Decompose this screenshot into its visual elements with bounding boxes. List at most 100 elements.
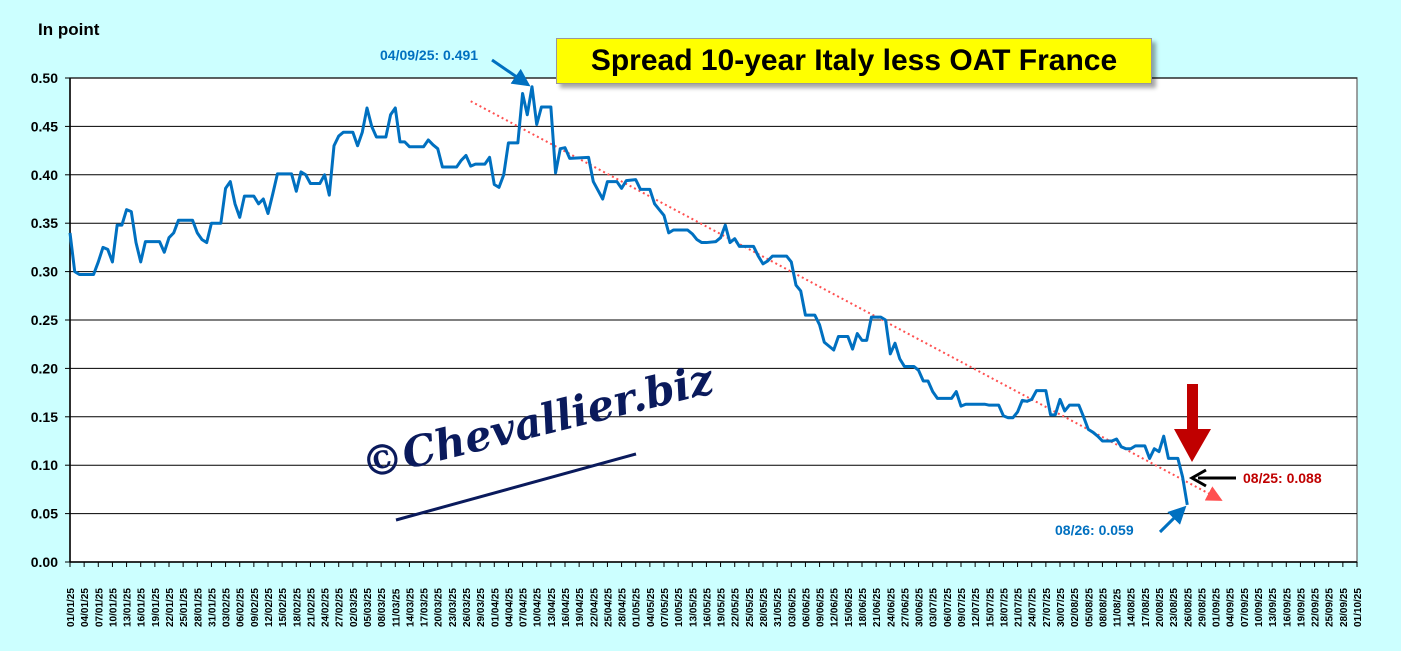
y-tick-label: 0.10 — [31, 457, 58, 473]
x-tick-label: 25/09/25 — [1325, 588, 1336, 627]
x-tick-label: 07/04/25 — [519, 588, 530, 627]
x-tick-label: 13/04/25 — [547, 588, 558, 627]
x-tick-label: 03/02/25 — [222, 588, 233, 627]
x-tick-label: 21/07/25 — [1014, 588, 1025, 627]
x-tick-label: 23/08/25 — [1169, 588, 1180, 627]
x-tick-label: 07/05/25 — [660, 588, 671, 627]
down-arrow-icon — [1174, 384, 1211, 462]
x-tick-label: 10/09/25 — [1254, 588, 1265, 627]
x-tick-label: 10/05/25 — [674, 588, 685, 627]
y-tick-label: 0.35 — [31, 215, 58, 231]
x-tick-label: 28/01/25 — [193, 588, 204, 627]
x-tick-label: 14/03/25 — [405, 588, 416, 627]
x-tick-label: 05/08/25 — [1084, 588, 1095, 627]
x-tick-label: 19/09/25 — [1296, 588, 1307, 627]
x-tick-label: 28/09/25 — [1339, 588, 1350, 627]
x-tick-label: 28/04/25 — [618, 588, 629, 627]
chart-title: Spread 10-year Italy less OAT France — [556, 38, 1152, 84]
x-tick-label: 04/05/25 — [646, 588, 657, 627]
x-tick-label: 18/07/25 — [999, 588, 1010, 627]
x-tick-label: 10/01/25 — [108, 588, 119, 627]
x-tick-label: 13/01/25 — [123, 588, 134, 627]
x-tick-label: 12/07/25 — [971, 588, 982, 627]
x-tick-label: 24/06/25 — [886, 588, 897, 627]
x-tick-label: 12/02/25 — [264, 588, 275, 627]
x-tick-label: 12/06/25 — [830, 588, 841, 627]
x-tick-label: 17/03/25 — [420, 588, 431, 627]
x-tick-label: 11/08/25 — [1113, 588, 1124, 627]
x-tick-label: 09/06/25 — [816, 588, 827, 627]
x-tick-label: 13/05/25 — [688, 588, 699, 627]
x-tick-label: 21/06/25 — [872, 588, 883, 627]
y-axis-label: In point — [38, 20, 100, 39]
x-tick-label: 06/06/25 — [801, 588, 812, 627]
x-tick-label: 25/01/25 — [179, 588, 190, 627]
x-tick-label: 30/07/25 — [1056, 588, 1067, 627]
x-tick-label: 18/02/25 — [292, 588, 303, 627]
y-tick-label: 0.00 — [31, 554, 58, 570]
x-tick-label: 16/01/25 — [137, 588, 148, 627]
x-tick-label: 29/08/25 — [1197, 588, 1208, 627]
y-tick-label: 0.15 — [31, 409, 58, 425]
annotation-last: 08/26: 0.059 — [1055, 522, 1134, 538]
y-tick-label: 0.30 — [31, 264, 58, 280]
y-tick-label: 0.05 — [31, 506, 58, 522]
x-tick-label: 02/08/25 — [1070, 588, 1081, 627]
x-tick-label: 16/05/25 — [702, 588, 713, 627]
x-tick-label: 20/08/25 — [1155, 588, 1166, 627]
x-tick-label: 22/05/25 — [731, 588, 742, 627]
x-tick-label: 02/03/25 — [349, 588, 360, 627]
x-tick-label: 03/06/25 — [787, 588, 798, 627]
y-tick-label: 0.50 — [31, 70, 58, 86]
x-tick-label: 22/01/25 — [165, 588, 176, 627]
x-tick-label: 13/09/25 — [1268, 588, 1279, 627]
x-tick-label: 16/04/25 — [561, 588, 572, 627]
x-tick-label: 09/07/25 — [957, 588, 968, 627]
x-tick-label: 31/01/25 — [207, 588, 218, 627]
x-tick-label: 31/05/25 — [773, 588, 784, 627]
x-tick-label: 14/08/25 — [1127, 588, 1138, 627]
x-tick-label: 25/04/25 — [603, 588, 614, 627]
x-tick-label: 19/05/25 — [717, 588, 728, 627]
last-arrow — [1158, 505, 1187, 534]
y-tick-label: 0.20 — [31, 360, 58, 376]
x-tick-label: 18/06/25 — [858, 588, 869, 627]
x-tick-label: 23/03/25 — [448, 588, 459, 627]
x-tick-label: 01/10/25 — [1353, 588, 1364, 627]
y-tick-label: 0.45 — [31, 118, 58, 134]
x-tick-label: 01/05/25 — [632, 588, 643, 627]
annotation-previous: 08/25: 0.088 — [1243, 470, 1322, 486]
x-tick-label: 08/03/25 — [377, 588, 388, 627]
x-tick-label: 10/04/25 — [533, 588, 544, 627]
x-tick-label: 24/07/25 — [1028, 588, 1039, 627]
x-tick-label: 15/02/25 — [278, 588, 289, 627]
x-tick-label: 19/01/25 — [151, 588, 162, 627]
x-tick-label: 15/06/25 — [844, 588, 855, 627]
x-tick-label: 25/05/25 — [745, 588, 756, 627]
x-tick-label: 11/03/25 — [391, 588, 402, 627]
x-tick-label: 27/07/25 — [1042, 588, 1053, 627]
watermark-underline — [395, 452, 637, 522]
annotation-peak: 04/09/25: 0.491 — [380, 47, 479, 63]
x-tick-label: 01/01/25 — [66, 588, 77, 627]
x-tick-label: 07/09/25 — [1240, 588, 1251, 627]
trendline — [470, 100, 1223, 501]
x-tick-label: 01/04/25 — [490, 588, 501, 627]
x-tick-label: 05/03/25 — [363, 588, 374, 627]
x-tick-label: 22/09/25 — [1311, 588, 1322, 627]
x-tick-label: 06/02/25 — [236, 588, 247, 627]
peak-arrow — [491, 58, 531, 87]
x-tick-label: 30/06/25 — [915, 588, 926, 627]
series-line — [68, 85, 1189, 506]
x-tick-label: 27/06/25 — [900, 588, 911, 627]
y-tick-label: 0.25 — [31, 312, 58, 328]
x-tick-label: 27/02/25 — [335, 588, 346, 627]
previous-arrow — [1188, 468, 1236, 488]
x-tick-label: 04/09/25 — [1226, 588, 1237, 627]
x-tick-label: 09/02/25 — [250, 588, 261, 627]
x-tick-label: 26/08/25 — [1183, 588, 1194, 627]
y-tick-label: 0.40 — [31, 167, 58, 183]
x-tick-label: 22/04/25 — [589, 588, 600, 627]
x-tick-label: 03/07/25 — [929, 588, 940, 627]
x-tick-label: 29/03/25 — [476, 588, 487, 627]
